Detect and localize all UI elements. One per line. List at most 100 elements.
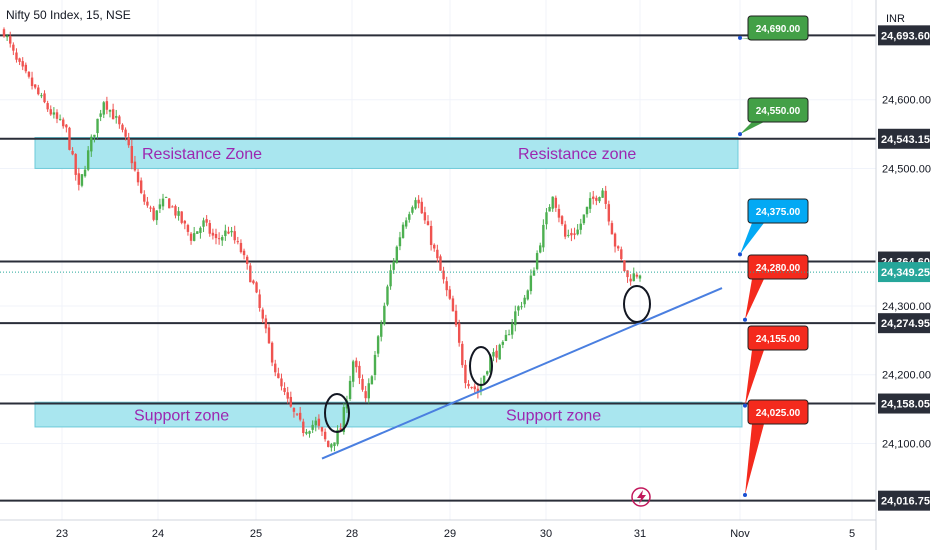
price-level-tag-label: 24,158.05 — [881, 399, 930, 411]
candle-body — [283, 387, 286, 392]
candle-body — [274, 363, 277, 373]
candle-body — [517, 306, 520, 311]
candle-body — [158, 204, 162, 209]
candle-body — [333, 442, 336, 447]
candle-body — [5, 36, 9, 38]
currency-label[interactable]: INR — [886, 13, 905, 25]
candle-body — [510, 323, 514, 335]
price-level-tag-label: 24,016.75 — [881, 496, 930, 508]
support-zone-label: Support zone — [134, 408, 229, 425]
candle-body — [389, 270, 392, 287]
candle-body — [386, 286, 389, 305]
candle-body — [133, 161, 137, 171]
candle-body — [280, 378, 283, 387]
candle-body — [551, 196, 554, 209]
x-tick-label: 24 — [152, 528, 164, 540]
target-flag-anchor — [738, 132, 742, 137]
candle-body — [80, 174, 84, 186]
candle-body — [189, 233, 193, 241]
candle-body — [470, 386, 473, 388]
x-tick-label: 31 — [634, 528, 646, 540]
touch-point-circle — [324, 393, 350, 433]
candle-body — [610, 223, 614, 235]
candle-body — [464, 364, 467, 384]
candle-body — [467, 383, 470, 387]
candle-body — [573, 233, 576, 235]
candle-body — [136, 171, 140, 183]
candle-body — [264, 318, 268, 329]
touch-point-circle — [469, 346, 493, 386]
candle-body — [498, 344, 501, 360]
candle-body — [46, 103, 49, 110]
candle-body — [613, 233, 617, 247]
candle-body — [351, 361, 355, 382]
candle-body — [629, 278, 632, 282]
candle-body — [457, 323, 461, 343]
candle-body — [433, 244, 436, 249]
candle-body — [236, 241, 240, 243]
candle-body — [12, 44, 15, 51]
candle-body — [121, 124, 124, 130]
target-flag-box — [747, 198, 809, 224]
grid-lines — [0, 0, 876, 520]
candle-body — [542, 224, 545, 248]
candle-body — [445, 281, 448, 291]
chart-title: Nifty 50 Index, 15, NSE — [6, 8, 131, 22]
candle-body — [342, 407, 346, 432]
candle-body — [411, 207, 414, 213]
candles-layer — [2, 27, 642, 452]
candle-body — [520, 306, 523, 308]
candle-body — [9, 35, 12, 44]
candle-body — [489, 355, 492, 373]
current-price-tag-label: 24,349.25 — [881, 267, 930, 279]
candle-body — [221, 237, 224, 241]
zones-layer: Resistance Zone Resistance zone Support zo… — [34, 137, 743, 428]
candle-body — [507, 334, 511, 336]
candle-body — [217, 238, 221, 240]
candle-body — [208, 223, 211, 234]
candle-body — [554, 197, 558, 208]
candle-body — [461, 343, 464, 366]
y-tick-label: 24,600.00 — [882, 95, 931, 107]
candle-body — [55, 112, 59, 119]
candle-body — [367, 383, 370, 399]
candle-body — [227, 231, 230, 234]
touch-point-circle — [623, 285, 651, 323]
candle-body — [2, 29, 6, 37]
candle-body — [492, 352, 495, 357]
target-flag-pointer — [745, 350, 764, 406]
candle-body — [183, 220, 187, 224]
candle-body — [139, 180, 143, 193]
candle-body — [255, 282, 258, 293]
candle-body — [245, 256, 249, 264]
price-level-tag — [878, 128, 930, 149]
candle-body — [532, 270, 536, 276]
candle-body — [501, 341, 505, 345]
candle-body — [77, 173, 81, 185]
target-flag-box — [747, 325, 809, 351]
candle-body — [579, 223, 582, 230]
candle-body — [380, 323, 383, 337]
candle-body — [595, 197, 598, 201]
candle-body — [361, 378, 364, 390]
candle-body — [514, 311, 517, 326]
candle-body — [27, 71, 31, 77]
price-level-tag — [878, 393, 930, 414]
candle-body — [149, 207, 152, 209]
candle-body — [423, 212, 427, 221]
resistance-zone-box — [34, 137, 739, 169]
x-tick-label: 23 — [56, 528, 68, 540]
x-tick-label: 29 — [444, 528, 456, 540]
candle-body — [635, 274, 639, 277]
candle-body — [376, 336, 380, 354]
candle-body — [161, 198, 165, 207]
candle-body — [626, 270, 629, 278]
candle-body — [155, 210, 158, 221]
candle-body — [180, 211, 183, 223]
candle-body — [143, 194, 146, 202]
candle-body — [601, 190, 604, 198]
candle-body — [479, 383, 483, 392]
candle-body — [214, 234, 218, 239]
